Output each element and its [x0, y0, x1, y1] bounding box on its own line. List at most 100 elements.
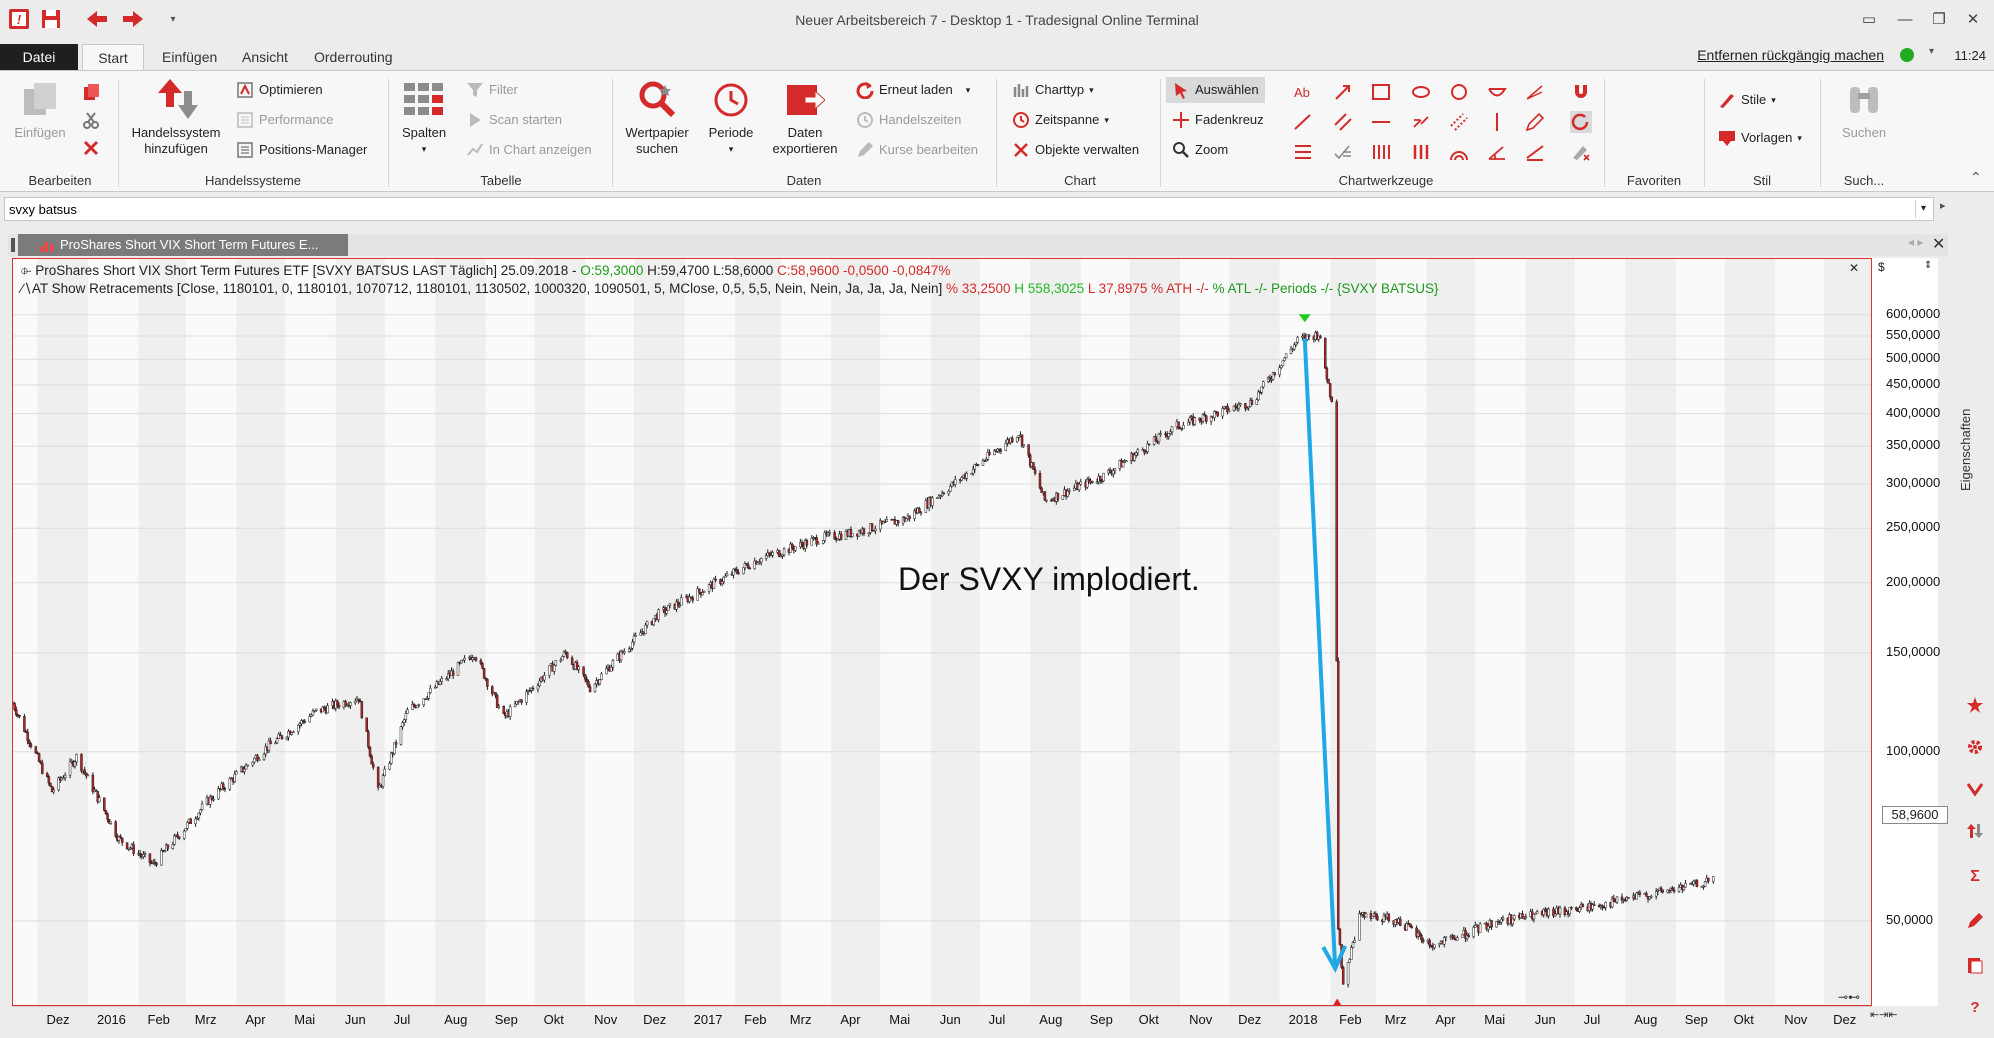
connection-status-icon[interactable]: [1900, 48, 1914, 62]
fadenkreuz-button[interactable]: Fadenkreuz: [1172, 109, 1264, 131]
app-logo-icon[interactable]: !: [6, 6, 32, 32]
tab-start[interactable]: Start: [82, 44, 144, 70]
document-icon[interactable]: [1964, 954, 1986, 976]
copy-icon[interactable]: [80, 81, 102, 103]
binoculars-icon: [1842, 77, 1886, 121]
chart-plot[interactable]: -92,42 ⌱ ProShares Short VIX Short Term …: [12, 258, 1872, 1006]
tab-ansicht[interactable]: Ansicht: [242, 49, 288, 65]
save-icon[interactable]: [38, 6, 64, 32]
search-more-icon[interactable]: ▸: [1940, 200, 1946, 212]
properties-panel-tab[interactable]: Eigenschaften: [1958, 408, 1973, 492]
gann-tool-icon[interactable]: [1524, 81, 1546, 103]
arrows-updown-icon[interactable]: [1964, 820, 1986, 842]
symbol-search-input[interactable]: [5, 198, 1885, 220]
handelssystem-hinzufuegen-button[interactable]: Handelssystem hinzufügen: [126, 77, 226, 157]
regression-tool-icon[interactable]: [1524, 141, 1546, 163]
stile-button[interactable]: Stile ▾: [1718, 89, 1776, 111]
close-indicator-icon[interactable]: ✕: [1849, 261, 1860, 275]
pencil-tool-icon[interactable]: [1524, 111, 1546, 133]
tab-einfuegen[interactable]: Einfügen: [162, 49, 218, 65]
wertpapier-suchen-button[interactable]: Wertpapier suchen: [620, 77, 694, 157]
periode-button[interactable]: Periode ▾: [700, 77, 762, 157]
chain-link-icon[interactable]: ⊸⊷: [1838, 990, 1861, 1004]
gear-icon[interactable]: [1964, 736, 1986, 758]
close-document-icon[interactable]: ✕: [1932, 236, 1946, 253]
ellipse-tool-icon[interactable]: [1410, 81, 1432, 103]
charttyp-button[interactable]: Charttyp ▾: [1012, 79, 1094, 101]
minimize-button[interactable]: —: [1897, 11, 1913, 28]
signal-icon[interactable]: [1964, 778, 1986, 800]
zoom-button[interactable]: Zoom: [1172, 139, 1228, 161]
candle-body: [931, 497, 934, 506]
daten-exportieren-button[interactable]: Daten exportieren: [768, 77, 842, 157]
arrow-tool-icon[interactable]: [1332, 81, 1354, 103]
pen-icon[interactable]: [1964, 910, 1986, 932]
positions-manager-button[interactable]: Positions-Manager: [236, 139, 367, 161]
objekte-verwalten-button[interactable]: Objekte verwalten: [1012, 139, 1139, 161]
kurse-bearbeiten-button[interactable]: Kurse bearbeiten: [856, 139, 978, 161]
fibonacci-tool-icon[interactable]: [1292, 141, 1314, 163]
parallel-tool-icon[interactable]: [1410, 111, 1432, 133]
y-axis[interactable]: $ ⇕ 600,0000 550,0000 500,0000 450,0000 400,…: [1874, 258, 1940, 1006]
horizontal-line-tool-icon[interactable]: [1370, 111, 1392, 133]
channel-tool-icon[interactable]: [1332, 111, 1354, 133]
cut-icon[interactable]: [80, 109, 102, 131]
arc-tool-icon[interactable]: [1486, 81, 1508, 103]
scan-starten-button[interactable]: Scan starten: [466, 109, 562, 131]
collapse-ribbon-icon[interactable]: ⌃: [1970, 169, 1982, 185]
handelszeiten-button[interactable]: Handelszeiten: [856, 109, 961, 131]
close-button[interactable]: ✕: [1966, 11, 1980, 28]
tab-datei[interactable]: Datei: [0, 44, 78, 70]
filter-button[interactable]: Filter: [466, 79, 518, 101]
erneut-laden-button[interactable]: Erneut laden ▾: [856, 79, 970, 101]
fib-time-tool-icon[interactable]: [1410, 141, 1432, 163]
sigma-icon[interactable]: Σ: [1970, 868, 1980, 885]
price-chart[interactable]: -92,42: [13, 259, 1872, 1006]
text-tool-icon[interactable]: Ab: [1292, 81, 1314, 103]
einfuegen-button[interactable]: Einfügen: [8, 77, 72, 141]
spalten-button[interactable]: Spalten ▾: [396, 77, 452, 157]
maximize-button[interactable]: ❐: [1932, 11, 1946, 28]
quick-access-dropdown-icon[interactable]: ▾: [170, 13, 176, 25]
dotted-channel-tool-icon[interactable]: [1448, 111, 1470, 133]
vorlagen-button[interactable]: Vorlagen ▾: [1718, 127, 1802, 149]
timeline-scroll-icon[interactable]: ⇤⇥⇤: [1870, 1009, 1898, 1021]
in-chart-anzeigen-button[interactable]: In Chart anzeigen: [466, 139, 592, 161]
circle-tool-icon[interactable]: [1448, 81, 1470, 103]
auswaehlen-button[interactable]: Auswählen: [1166, 77, 1265, 103]
axis-scroll-icon[interactable]: ⇕: [1924, 260, 1933, 271]
chart-tab-icon: [40, 242, 53, 252]
suchen-button[interactable]: Suchen: [1826, 77, 1902, 141]
restore-icon[interactable]: ▭: [1861, 11, 1877, 28]
x-axis[interactable]: Dez 2016 Feb Mrz Apr Mai Jun Jul Aug Sep Okt Nov Dez…: [12, 1006, 1872, 1030]
fib-arc-tool-icon[interactable]: [1448, 141, 1470, 163]
candle-body: [85, 772, 88, 777]
search-dropdown-icon[interactable]: ▾: [1915, 200, 1931, 218]
snap-icon[interactable]: [1570, 111, 1592, 133]
delete-icon[interactable]: [80, 137, 102, 159]
undo-link[interactable]: Entfernen rückgängig machen: [1697, 47, 1884, 63]
tab-orderrouting[interactable]: Orderrouting: [314, 49, 393, 65]
candle-body: [965, 473, 968, 479]
performance-button[interactable]: Performance: [236, 109, 333, 131]
status-dropdown-icon[interactable]: ▾: [1928, 46, 1934, 57]
rectangle-tool-icon[interactable]: [1370, 81, 1392, 103]
time-cycles-tool-icon[interactable]: [1370, 141, 1392, 163]
document-tab[interactable]: ProShares Short VIX Short Term Futures E…: [18, 234, 348, 256]
magnet-icon[interactable]: [1570, 81, 1592, 103]
back-arrow-icon[interactable]: [84, 6, 110, 32]
star-icon[interactable]: [1964, 694, 1986, 716]
optimieren-button[interactable]: Optimieren: [236, 79, 323, 101]
chart-annotation[interactable]: Der SVXY implodiert.: [898, 561, 1200, 597]
erase-drawing-icon[interactable]: [1570, 141, 1592, 163]
vertical-line-tool-icon[interactable]: [1486, 111, 1508, 133]
angle-tool-icon[interactable]: [1486, 141, 1508, 163]
forward-arrow-icon[interactable]: [120, 6, 146, 32]
andrews-tool-icon[interactable]: [1332, 141, 1354, 163]
help-icon[interactable]: ?: [1970, 998, 1980, 1016]
line-tool-icon[interactable]: [1292, 111, 1314, 133]
manage-objects-icon: [1014, 143, 1028, 157]
zeitspanne-button[interactable]: Zeitspanne ▾: [1012, 109, 1109, 131]
x-tick-label: Jun: [939, 1012, 961, 1027]
tab-scroll-icon[interactable]: ◂ ▸: [1908, 235, 1924, 249]
